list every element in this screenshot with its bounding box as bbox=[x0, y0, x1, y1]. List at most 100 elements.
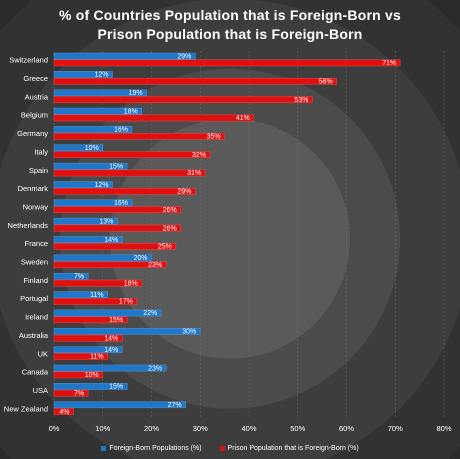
bar-foreign-born bbox=[53, 52, 196, 60]
bar-foreign-born bbox=[53, 162, 128, 170]
bar-foreign-born bbox=[53, 364, 167, 372]
bar-prison bbox=[53, 279, 142, 287]
bar-prison bbox=[53, 224, 181, 232]
bar-prison bbox=[53, 169, 206, 177]
legend-item-prison: Prison Population that is Foreign-Born (… bbox=[219, 445, 359, 452]
data-label-prison: 14% bbox=[104, 335, 118, 342]
data-label-foreign-born: 19% bbox=[129, 90, 143, 97]
x-tick-label: 10% bbox=[95, 424, 110, 433]
data-label-prison: 35% bbox=[207, 134, 221, 141]
bar-prison bbox=[53, 371, 103, 379]
legend-swatch-foreign-born bbox=[101, 445, 107, 451]
data-label-foreign-born: 11% bbox=[90, 292, 104, 299]
bar-foreign-born bbox=[53, 254, 152, 262]
data-label-prison: 29% bbox=[177, 189, 191, 196]
bar-prison bbox=[53, 132, 225, 140]
x-tick-label: 0% bbox=[49, 424, 60, 433]
bar-prison bbox=[53, 353, 108, 360]
data-label-prison: 32% bbox=[192, 152, 206, 159]
data-label-foreign-born: 15% bbox=[109, 163, 123, 170]
category-label: Portugal bbox=[20, 294, 48, 303]
data-label-prison: 53% bbox=[294, 97, 308, 104]
data-label-prison: 10% bbox=[85, 372, 99, 379]
data-label-prison: 26% bbox=[163, 225, 177, 232]
category-label: Canada bbox=[22, 368, 49, 377]
bar-foreign-born bbox=[53, 71, 113, 78]
category-label: Switzerland bbox=[9, 56, 48, 65]
category-label: Finland bbox=[23, 276, 48, 285]
data-label-foreign-born: 27% bbox=[168, 402, 182, 409]
bar-foreign-born bbox=[53, 383, 128, 390]
data-label-foreign-born: 14% bbox=[104, 347, 118, 354]
chart-title-line-2: Prison Population that is Foreign-Born bbox=[97, 26, 363, 42]
x-tick-label: 50% bbox=[290, 424, 305, 433]
category-label: Belgium bbox=[21, 111, 48, 120]
data-label-foreign-born: 16% bbox=[114, 127, 128, 134]
bar-foreign-born bbox=[53, 181, 113, 188]
data-label-foreign-born: 7% bbox=[74, 274, 84, 281]
category-label: Austria bbox=[25, 92, 49, 101]
bar-prison bbox=[53, 261, 167, 269]
bar-foreign-born bbox=[53, 291, 108, 298]
data-label-prison: 18% bbox=[124, 280, 138, 287]
x-tick-label: 70% bbox=[388, 424, 403, 433]
bar-foreign-born bbox=[53, 236, 123, 243]
data-label-foreign-born: 12% bbox=[94, 182, 108, 189]
bar-prison bbox=[53, 408, 74, 415]
x-tick-label: 20% bbox=[144, 424, 159, 433]
data-label-prison: 15% bbox=[109, 317, 123, 324]
x-tick-label: 80% bbox=[436, 424, 451, 433]
bar-foreign-born bbox=[53, 328, 201, 335]
category-label: France bbox=[25, 239, 48, 248]
bar-foreign-born bbox=[53, 273, 89, 280]
category-label: Italy bbox=[34, 147, 48, 156]
legend-label-foreign-born: Foreign-Born Populations (%) bbox=[109, 444, 202, 452]
category-label: Denmark bbox=[18, 184, 49, 193]
category-label: New Zealand bbox=[4, 404, 48, 413]
data-label-prison: 58% bbox=[319, 78, 333, 85]
bar-foreign-born bbox=[53, 309, 162, 317]
bar-foreign-born bbox=[53, 199, 133, 207]
bar-foreign-born bbox=[53, 107, 142, 115]
category-label: Australia bbox=[19, 331, 49, 340]
category-label: UK bbox=[38, 349, 48, 358]
data-label-prison: 25% bbox=[158, 244, 172, 251]
category-label: Norway bbox=[23, 202, 49, 211]
data-label-foreign-born: 12% bbox=[94, 72, 108, 79]
data-label-foreign-born: 22% bbox=[143, 310, 157, 317]
bar-prison bbox=[53, 114, 255, 122]
bar-foreign-born bbox=[53, 89, 147, 97]
data-label-prison: 17% bbox=[119, 299, 133, 306]
data-label-prison: 31% bbox=[187, 170, 201, 177]
x-tick-label: 30% bbox=[193, 424, 208, 433]
data-label-foreign-born: 15% bbox=[109, 384, 123, 391]
bar-prison bbox=[53, 77, 337, 85]
category-label: Germany bbox=[17, 129, 48, 138]
chart-title-line-1: % of Countries Population that is Foreig… bbox=[59, 7, 401, 23]
data-label-foreign-born: 14% bbox=[104, 237, 118, 244]
category-label: Spain bbox=[29, 166, 48, 175]
bar-prison bbox=[53, 389, 89, 397]
x-tick-label: 40% bbox=[241, 424, 256, 433]
bar-prison bbox=[53, 298, 138, 305]
data-label-foreign-born: 29% bbox=[177, 53, 191, 60]
bar-foreign-born bbox=[53, 346, 123, 354]
bar-prison bbox=[53, 243, 177, 250]
data-label-prison: 26% bbox=[163, 207, 177, 214]
bar-prison bbox=[53, 188, 196, 195]
data-label-prison: 4% bbox=[59, 409, 69, 416]
category-label: USA bbox=[33, 386, 48, 395]
bar-prison bbox=[53, 96, 313, 103]
bar-prison bbox=[53, 316, 128, 324]
legend-swatch-prison bbox=[219, 445, 225, 451]
data-label-foreign-born: 20% bbox=[133, 255, 147, 262]
bar-foreign-born bbox=[53, 126, 133, 133]
category-label: Sweden bbox=[21, 258, 48, 267]
bar-foreign-born bbox=[53, 217, 118, 225]
category-label: Netherlands bbox=[8, 221, 49, 230]
data-label-prison: 7% bbox=[74, 390, 84, 397]
data-label-foreign-born: 23% bbox=[148, 365, 162, 372]
x-tick-label: 60% bbox=[339, 424, 354, 433]
